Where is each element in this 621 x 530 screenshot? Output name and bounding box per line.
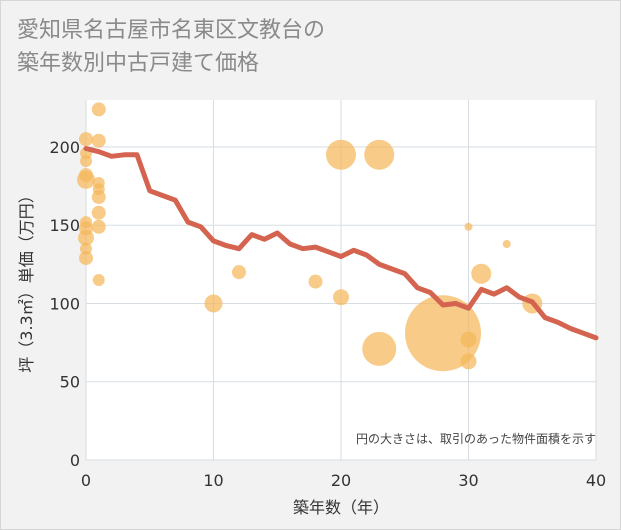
bubble-13 [92, 183, 105, 196]
bubble-29 [471, 263, 492, 284]
x-tick-1: 10 [203, 471, 223, 490]
bubble-18 [204, 294, 223, 313]
bubble-27 [460, 331, 477, 348]
bubble-size-note: 円の大きさは、取引のあった物件面積を示す [356, 431, 596, 446]
bubble-21 [326, 139, 356, 170]
x-axis-label: 築年数（年） [293, 498, 389, 517]
x-tick-2: 20 [331, 471, 351, 490]
bubble-22 [333, 289, 349, 306]
bubble-20 [308, 274, 323, 289]
bubble-25 [405, 295, 481, 372]
bubble-0 [79, 132, 93, 147]
bubble-10 [91, 102, 106, 117]
y-tick-1: 50 [60, 373, 80, 392]
x-tick-0: 0 [81, 471, 91, 490]
bubble-11 [91, 133, 106, 148]
y-tick-2: 100 [49, 294, 80, 313]
x-tick-3: 30 [458, 471, 478, 490]
bubble-23 [364, 139, 395, 170]
bubble-28 [460, 353, 477, 370]
bubble-16 [91, 219, 106, 234]
bubble-layer [77, 102, 543, 372]
bubble-19 [232, 265, 246, 280]
x-tick-labels: 0 10 20 30 40 [81, 471, 606, 490]
trend-line [83, 146, 599, 341]
bubble-26 [464, 222, 473, 231]
bubble-17 [92, 274, 105, 286]
x-tick-4: 40 [586, 471, 606, 490]
bubble-30 [502, 240, 511, 248]
y-tick-4: 200 [49, 138, 80, 157]
bubble-8 [80, 242, 92, 255]
bubble-24 [362, 331, 397, 366]
bubble-15 [91, 205, 106, 220]
y-tick-labels: 0 50 100 150 200 [49, 138, 80, 470]
bubble-3 [79, 168, 93, 183]
y-tick-3: 150 [49, 216, 80, 235]
bubble-9 [79, 251, 93, 266]
bubble-2 [80, 155, 92, 168]
chart-title: 愛知県名古屋市名東区文教台の 築年数別中古戸建て価格 [17, 18, 326, 76]
bubble-5 [80, 216, 92, 229]
y-tick-0: 0 [70, 451, 80, 470]
y-axis-label: 坪（3.3㎡）単価（万円） [17, 187, 36, 372]
